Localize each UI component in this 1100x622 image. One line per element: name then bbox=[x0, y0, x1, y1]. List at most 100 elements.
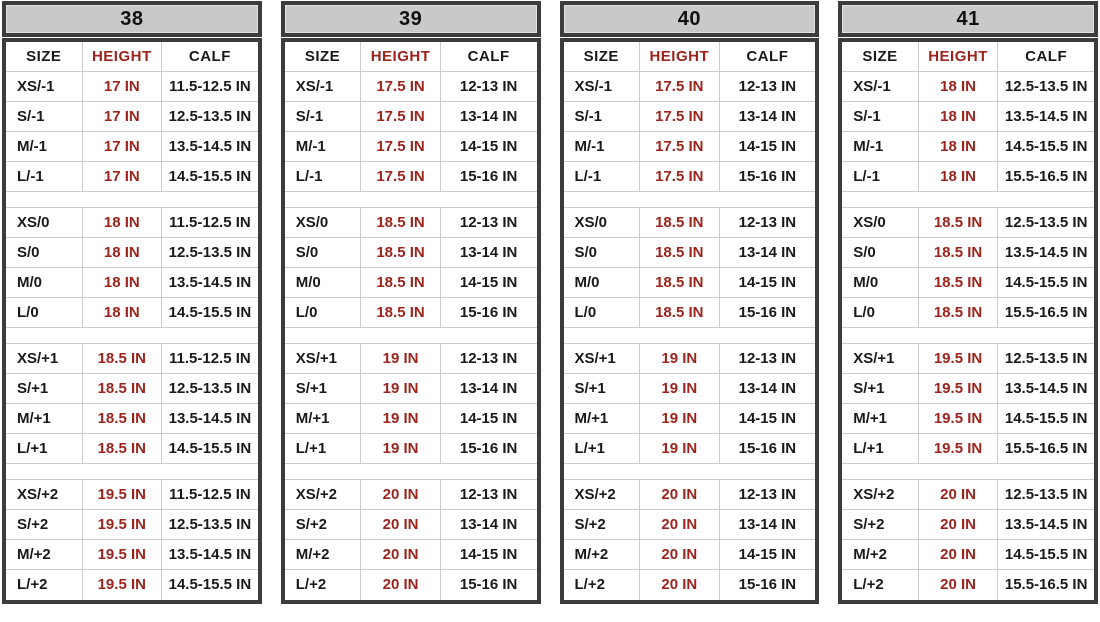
size-cell: XS/+2 bbox=[295, 486, 338, 503]
table-row: L/0 18.5 IN 15-16 IN bbox=[284, 298, 537, 328]
height-cell: 18 IN bbox=[81, 298, 163, 327]
table-row: M/0 18.5 IN 14.5-15.5 IN bbox=[842, 268, 1094, 298]
calf-cell: 14-15 IN bbox=[738, 546, 797, 563]
size-cell: L/+1 bbox=[574, 440, 605, 457]
size-cell: M/+1 bbox=[17, 410, 51, 427]
table-row: XS/0 18.5 IN 12.5-13.5 IN bbox=[842, 208, 1094, 238]
size-cell: XS/-1 bbox=[574, 78, 613, 95]
height-cell: 18.5 IN bbox=[917, 208, 999, 237]
size-cell: L/+1 bbox=[17, 440, 48, 457]
size-cell: L/0 bbox=[853, 304, 875, 321]
calf-cell: 12.5-13.5 IN bbox=[168, 516, 252, 533]
height-cell: 18.5 IN bbox=[360, 298, 441, 327]
size-cell: S/+2 bbox=[295, 516, 328, 533]
height-cell: 17 IN bbox=[81, 102, 163, 131]
table-row: XS/+1 18.5 IN 11.5-12.5 IN bbox=[6, 344, 258, 374]
calf-cell: 11.5-12.5 IN bbox=[169, 214, 251, 231]
table-row: L/+2 20 IN 15-16 IN bbox=[564, 570, 816, 600]
table-row: M/+1 19.5 IN 14.5-15.5 IN bbox=[842, 404, 1094, 434]
calf-cell: 13-14 IN bbox=[738, 108, 797, 125]
table-row: L/0 18.5 IN 15-16 IN bbox=[563, 298, 816, 328]
table-row: XS/0 18.5 IN 12-13 IN bbox=[284, 208, 537, 238]
size-cell: XS/+2 bbox=[574, 486, 616, 503]
size-cell: S/+1 bbox=[574, 380, 606, 397]
group-spacer bbox=[6, 464, 258, 480]
table-row: L/+2 19.5 IN 14.5-15.5 IN bbox=[6, 570, 258, 600]
size-cell: L/+1 bbox=[295, 440, 327, 457]
size-table-39: 39 SIZE HEIGHT CALF XS/-1 17.5 IN 12-13 IN S/-1… bbox=[280, 1, 541, 604]
height-cell: 18.5 IN bbox=[639, 238, 720, 267]
table-row: S/0 18.5 IN 13-14 IN bbox=[563, 238, 816, 268]
size-cell: S/-1 bbox=[295, 108, 324, 125]
group-spacer bbox=[842, 328, 1094, 344]
table-row: XS/0 18.5 IN 12-13 IN bbox=[563, 208, 816, 238]
height-cell: 18 IN bbox=[917, 132, 999, 161]
calf-cell: 12-13 IN bbox=[459, 78, 518, 95]
table-row: M/-1 18 IN 14.5-15.5 IN bbox=[842, 132, 1094, 162]
size-cell: L/+2 bbox=[853, 576, 884, 593]
calf-cell: 13.5-14.5 IN bbox=[1004, 380, 1088, 397]
height-cell: 20 IN bbox=[639, 570, 720, 600]
group-spacer bbox=[563, 192, 816, 208]
calf-cell: 15-16 IN bbox=[738, 304, 797, 321]
group-spacer bbox=[284, 192, 537, 208]
size-cell: XS/+1 bbox=[853, 350, 895, 367]
height-cell: 19 IN bbox=[639, 434, 720, 463]
table-row: S/0 18 IN 12.5-13.5 IN bbox=[6, 238, 258, 268]
height-cell: 19 IN bbox=[360, 434, 441, 463]
group-spacer bbox=[6, 328, 258, 344]
table-caption: 38 bbox=[2, 1, 262, 37]
table-row: XS/0 18 IN 11.5-12.5 IN bbox=[6, 208, 258, 238]
height-cell: 20 IN bbox=[917, 570, 999, 600]
height-cell: 20 IN bbox=[917, 540, 999, 569]
height-cell: 17.5 IN bbox=[639, 102, 720, 131]
column-header-height: HEIGHT bbox=[360, 42, 441, 71]
calf-cell: 14-15 IN bbox=[459, 546, 518, 563]
table-row: M/-1 17.5 IN 14-15 IN bbox=[284, 132, 537, 162]
table-row: L/+2 20 IN 15-16 IN bbox=[285, 570, 537, 600]
height-cell: 18.5 IN bbox=[639, 268, 720, 297]
calf-cell: 13-14 IN bbox=[738, 380, 797, 397]
table-row: L/+1 19 IN 15-16 IN bbox=[284, 434, 537, 464]
calf-cell: 13.5-14.5 IN bbox=[168, 274, 252, 291]
size-cell: XS/+1 bbox=[574, 350, 616, 367]
height-cell: 17.5 IN bbox=[639, 132, 720, 161]
calf-cell: 12-13 IN bbox=[738, 214, 797, 231]
height-cell: 19.5 IN bbox=[81, 510, 163, 539]
table-row: S/0 18.5 IN 13-14 IN bbox=[284, 238, 537, 268]
size-cell: XS/-1 bbox=[17, 78, 55, 95]
height-cell: 20 IN bbox=[360, 540, 441, 569]
calf-cell: 15-16 IN bbox=[459, 168, 518, 185]
table-caption: 40 bbox=[559, 1, 820, 37]
height-cell: 18.5 IN bbox=[917, 298, 999, 327]
size-cell: M/0 bbox=[17, 274, 43, 291]
calf-cell: 14.5-15.5 IN bbox=[1004, 546, 1088, 563]
calf-cell: 14-15 IN bbox=[459, 274, 518, 291]
calf-cell: 12-13 IN bbox=[738, 486, 797, 503]
table-row: L/0 18 IN 14.5-15.5 IN bbox=[6, 298, 258, 328]
size-cell: S/0 bbox=[574, 244, 598, 261]
table-row: S/+1 18.5 IN 12.5-13.5 IN bbox=[6, 374, 258, 404]
calf-cell: 14-15 IN bbox=[738, 138, 797, 155]
height-cell: 19.5 IN bbox=[81, 480, 163, 509]
height-cell: 18.5 IN bbox=[639, 298, 720, 327]
table-row: S/-1 17.5 IN 13-14 IN bbox=[563, 102, 816, 132]
table-row: S/+1 19 IN 13-14 IN bbox=[284, 374, 537, 404]
calf-cell: 14.5-15.5 IN bbox=[168, 168, 252, 185]
size-cell: L/0 bbox=[574, 304, 597, 321]
size-cell: XS/0 bbox=[295, 214, 329, 231]
size-cell: XS/-1 bbox=[853, 78, 891, 95]
size-cell: L/+1 bbox=[853, 440, 884, 457]
calf-cell: 12-13 IN bbox=[459, 350, 518, 367]
table-row: XS/+2 20 IN 12-13 IN bbox=[563, 480, 816, 510]
height-cell: 18.5 IN bbox=[360, 208, 441, 237]
table-body: SIZE HEIGHT CALF XS/-1 18 IN 12.5-13.5 IN S/-1… bbox=[838, 38, 1098, 604]
size-cell: M/-1 bbox=[574, 138, 605, 155]
height-cell: 19 IN bbox=[360, 344, 441, 373]
table-row: M/0 18 IN 13.5-14.5 IN bbox=[6, 268, 258, 298]
height-cell: 17.5 IN bbox=[360, 162, 441, 191]
size-cell: XS/+2 bbox=[853, 486, 895, 503]
height-cell: 17 IN bbox=[81, 72, 163, 101]
table-row: L/+2 20 IN 15.5-16.5 IN bbox=[842, 570, 1094, 600]
height-cell: 20 IN bbox=[917, 480, 999, 509]
